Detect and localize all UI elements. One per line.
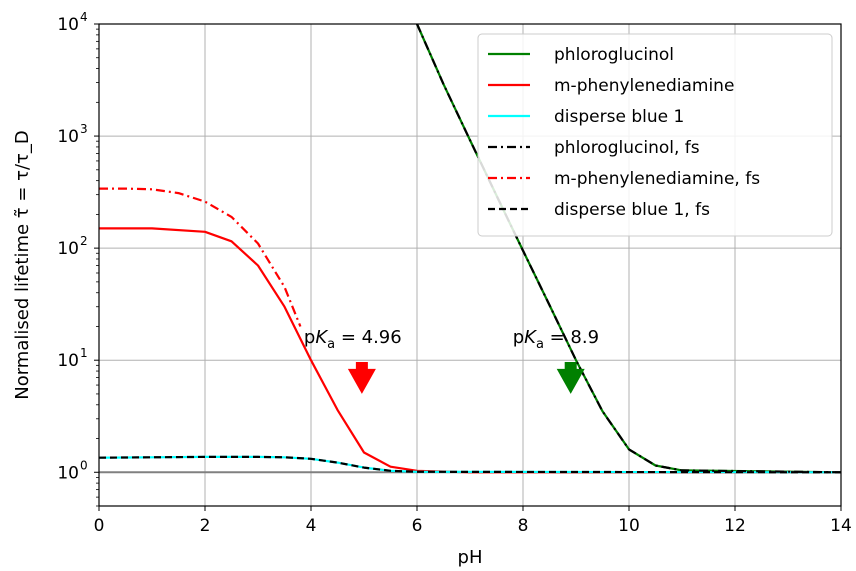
legend-label: disperse blue 1 bbox=[554, 107, 684, 127]
x-tick-label: 6 bbox=[412, 516, 423, 536]
plot-frame bbox=[98, 23, 842, 507]
legend: phloroglucinol m-phenylenediamine disperse… bbox=[477, 33, 833, 237]
legend-label: phloroglucinol bbox=[554, 45, 674, 65]
x-tick-label: 2 bbox=[200, 516, 211, 536]
x-tick-label: 14 bbox=[830, 516, 852, 536]
y-tick-label: 10 bbox=[57, 239, 79, 259]
series-line bbox=[99, 227, 841, 474]
y-axis-label: Normalised lifetime τ̃ = τ/τ_D bbox=[12, 130, 33, 400]
pka-annotation: pKa = 4.96 bbox=[304, 327, 402, 352]
legend-label: m-phenylenediamine bbox=[554, 76, 734, 96]
pka-arrow bbox=[556, 362, 585, 394]
y-tick-exponent: 0 bbox=[80, 458, 88, 472]
series-line bbox=[415, 23, 842, 474]
legend-label: phloroglucinol, fs bbox=[554, 138, 700, 158]
y-tick-exponent: 2 bbox=[80, 234, 88, 248]
x-axis-label: pH bbox=[458, 547, 483, 568]
x-tick-label: 12 bbox=[724, 516, 746, 536]
y-tick-label: 10 bbox=[57, 15, 79, 35]
pka-annotation: pKa = 8.9 bbox=[513, 327, 599, 352]
legend-label: m-phenylenediamine, fs bbox=[554, 169, 760, 189]
pka-arrow bbox=[347, 362, 376, 394]
x-tick-label: 0 bbox=[94, 516, 105, 536]
legend-label: disperse blue 1, fs bbox=[554, 200, 710, 220]
y-tick-exponent: 3 bbox=[80, 122, 88, 136]
y-tick-label: 10 bbox=[57, 127, 79, 147]
y-tick-exponent: 1 bbox=[80, 346, 88, 360]
x-tick-label: 4 bbox=[306, 516, 317, 536]
y-tick-label: 10 bbox=[57, 463, 79, 483]
series-line bbox=[98, 455, 842, 474]
legend-box bbox=[477, 33, 833, 237]
x-tick-label: 10 bbox=[618, 516, 640, 536]
y-tick-label: 10 bbox=[57, 351, 79, 371]
series-line bbox=[99, 187, 302, 327]
annotations: pKa = 4.96 pKa = 8.9 bbox=[304, 327, 599, 394]
series-lines bbox=[98, 23, 842, 474]
x-tick-label: 8 bbox=[518, 516, 529, 536]
y-tick-exponent: 4 bbox=[80, 10, 88, 24]
